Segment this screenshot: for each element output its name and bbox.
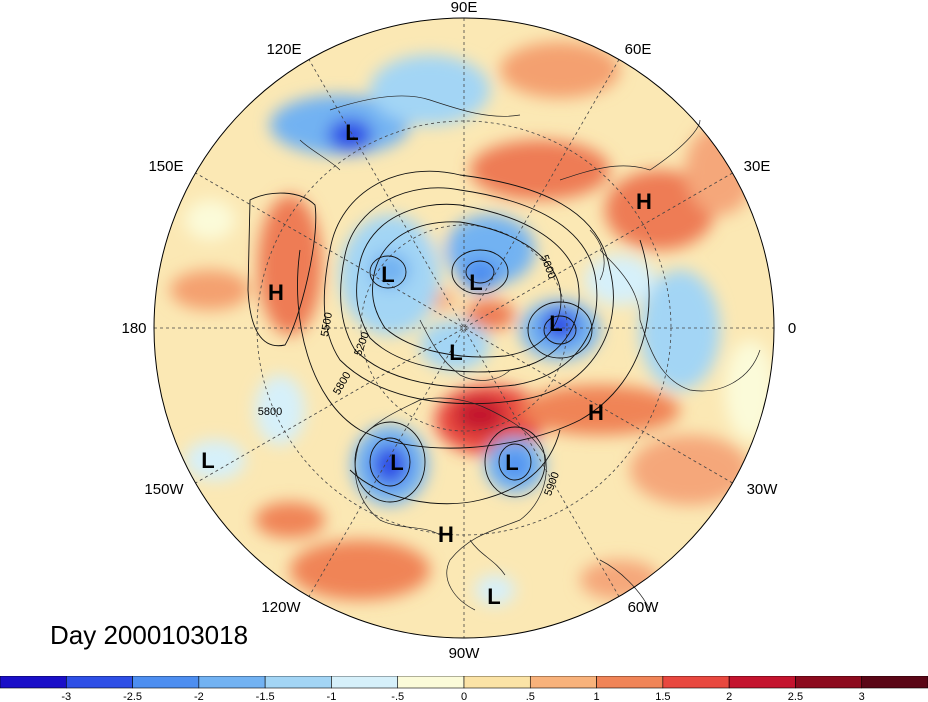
colorbar-tick-label: -.5 bbox=[391, 691, 404, 702]
longitude-label-90w: 90W bbox=[449, 645, 481, 662]
colorbar-box bbox=[198, 676, 266, 689]
colorbar-tick-label: 2.5 bbox=[788, 691, 803, 702]
anomaly-field bbox=[154, 18, 774, 638]
colorbar-tick-labels: -3 -2.5 -2 -1.5 -1 -.5 0 .5 1 1.5 2 2.5 3 bbox=[61, 691, 864, 702]
high-pressure-label: H bbox=[438, 522, 454, 547]
coastlines bbox=[299, 95, 761, 611]
colorbar-tick-label: -2.5 bbox=[123, 691, 142, 702]
low-pressure-label: L bbox=[390, 450, 403, 475]
longitude-label-60w: 60W bbox=[628, 599, 660, 616]
low-pressure-label: L bbox=[469, 270, 482, 295]
contour-label: 5500 bbox=[319, 311, 335, 337]
colorbar-box bbox=[397, 676, 465, 689]
colorbar-box bbox=[463, 676, 531, 689]
colorbar-box bbox=[331, 676, 399, 689]
graticule bbox=[154, 18, 774, 638]
colorbar-boxes bbox=[0, 676, 928, 689]
colorbar-box bbox=[728, 676, 796, 689]
low-pressure-label: L bbox=[549, 311, 562, 336]
longitude-labels: 90E 60E 30E 0 30W 60W 90W 120W 150W 180 150E 120E bbox=[121, 0, 796, 662]
colorbar-tick-label: 1.5 bbox=[655, 691, 670, 702]
low-pressure-label: L bbox=[201, 448, 214, 473]
colorbar-tick-label: .5 bbox=[526, 691, 535, 702]
longitude-label-120w: 120W bbox=[261, 599, 301, 616]
height-contours bbox=[247, 170, 650, 505]
high-pressure-label: H bbox=[636, 189, 652, 214]
colorbar-tick-label: 0 bbox=[461, 691, 467, 702]
longitude-label-30w: 30W bbox=[747, 481, 779, 498]
colorbar-box bbox=[264, 676, 332, 689]
longitude-label-90e: 90E bbox=[451, 0, 478, 16]
colorbar-box bbox=[0, 676, 67, 689]
high-pressure-label: H bbox=[268, 280, 284, 305]
colorbar-box bbox=[132, 676, 200, 689]
polar-map: 90E 60E 30E 0 30W 60W 90W 120W 150W 180 150E 120E 5… bbox=[121, 0, 796, 662]
low-pressure-label: L bbox=[345, 120, 358, 145]
low-pressure-label: L bbox=[505, 450, 518, 475]
colorbar-box bbox=[529, 676, 597, 689]
longitude-label-0: 0 bbox=[788, 320, 796, 337]
longitude-label-150e: 150E bbox=[148, 158, 183, 175]
low-pressure-label: L bbox=[487, 584, 500, 609]
longitude-label-150w: 150W bbox=[144, 481, 184, 498]
map-boundary bbox=[153, 17, 775, 639]
colorbar-tick-label: 2 bbox=[726, 691, 732, 702]
longitude-label-120e: 120E bbox=[266, 41, 301, 58]
high-pressure-label: H bbox=[588, 400, 604, 425]
chart-title: Day 2000103018 bbox=[50, 620, 249, 650]
colorbar-tick-label: 3 bbox=[859, 691, 865, 702]
longitude-label-180: 180 bbox=[121, 320, 146, 337]
colorbar-tick-label: 1 bbox=[594, 691, 600, 702]
colorbar-box bbox=[861, 676, 928, 689]
colorbar-box bbox=[596, 676, 664, 689]
low-pressure-label: L bbox=[449, 340, 462, 365]
colorbar-tick-label: -3 bbox=[61, 691, 71, 702]
colorbar-tick-label: -1 bbox=[327, 691, 337, 702]
colorbar-tick-label: -2 bbox=[194, 691, 204, 702]
colorbar-box bbox=[662, 676, 730, 689]
longitude-label-30e: 30E bbox=[744, 158, 771, 175]
colorbar-box bbox=[795, 676, 863, 689]
colorbar-tick-label: -1.5 bbox=[256, 691, 275, 702]
longitude-label-60e: 60E bbox=[625, 41, 652, 58]
colorbar: -3 -2.5 -2 -1.5 -1 -.5 0 .5 1 1.5 2 2.5 3 bbox=[0, 676, 928, 702]
colorbar-box bbox=[65, 676, 133, 689]
contour-label: 5800 bbox=[258, 406, 282, 418]
pressure-systems: L L L L L L L L L H H H H bbox=[201, 120, 652, 609]
low-pressure-label: L bbox=[381, 262, 394, 287]
